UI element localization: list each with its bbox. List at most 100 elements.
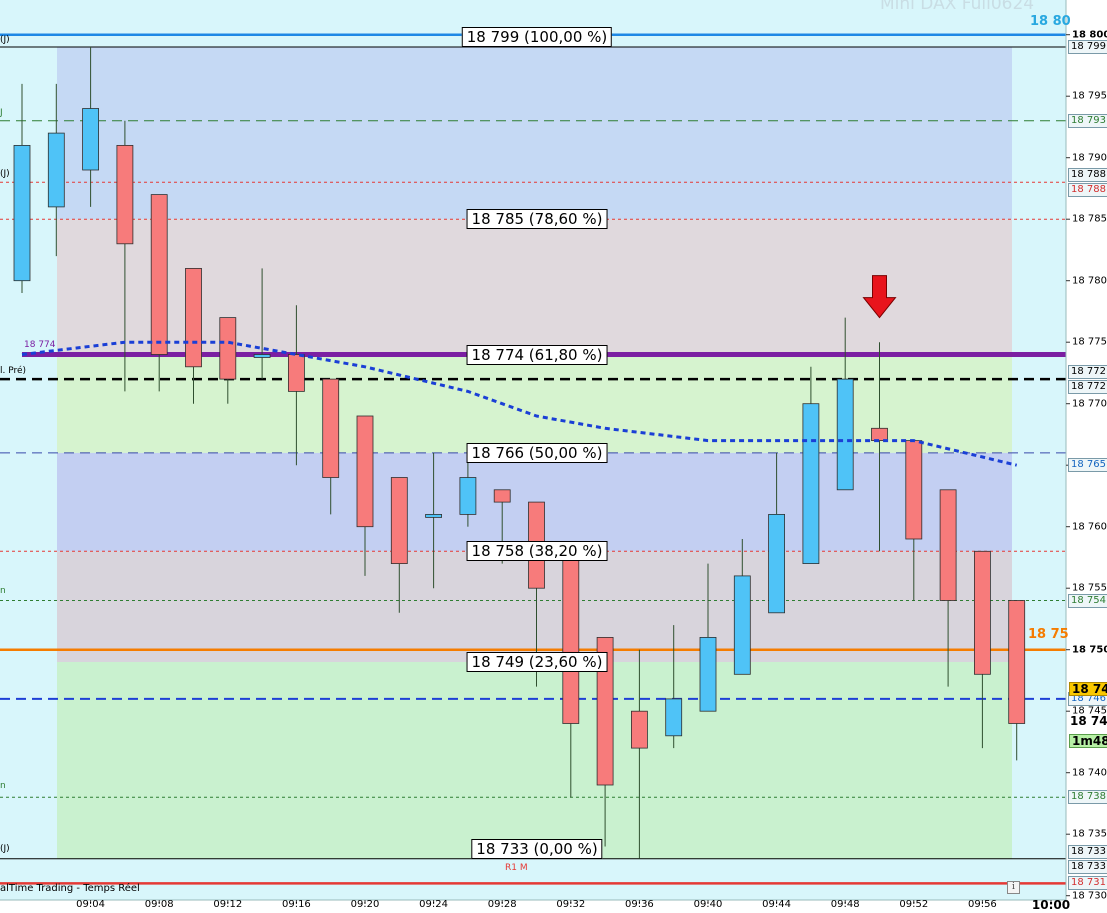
price-tick-label: 18 740 — [1072, 767, 1107, 779]
price-tick-label: 18 755 — [1072, 582, 1107, 594]
candle-body — [871, 427, 888, 441]
fib-level-label[interactable]: 18 799 (100,00 %) — [461, 27, 613, 47]
last-price-label: 18 744 — [1070, 714, 1107, 728]
price-tick-label: 18 795 — [1072, 90, 1107, 102]
candle-body — [219, 317, 237, 380]
info-icon[interactable]: i — [1007, 881, 1020, 894]
time-tick-label: 09:12 — [213, 899, 243, 910]
price-level-badge: 18 793 — [1068, 113, 1107, 128]
price-level-badge: 18 733 — [1068, 844, 1107, 859]
candle — [562, 550, 580, 798]
time-tick-label: 10:00 — [1031, 898, 1071, 912]
candle — [802, 366, 820, 565]
candle-body — [150, 194, 168, 355]
time-tick-label: 09:52 — [899, 899, 929, 910]
fib-zone — [57, 219, 1012, 355]
candle — [733, 539, 751, 675]
candle-body — [493, 489, 511, 503]
time-tick-label: 09:16 — [281, 899, 311, 910]
candle-body — [596, 637, 614, 786]
fib-level-label[interactable]: 18 766 (50,00 %) — [466, 442, 608, 463]
purple-level-label: 18 774 — [24, 340, 56, 350]
orange-level-price-label: 18 75 — [1028, 627, 1069, 642]
current-price-badge: 18 746 — [1069, 682, 1107, 696]
candle-body — [562, 550, 580, 724]
candle-body — [47, 132, 65, 208]
candle-body — [82, 108, 99, 171]
candle-body — [939, 489, 957, 601]
candle — [768, 452, 785, 614]
left-edge-label: J — [0, 108, 3, 118]
time-tick-label: 09:28 — [487, 899, 517, 910]
candle-body — [905, 440, 923, 540]
candle-body — [287, 354, 305, 392]
price-tick-label: 18 760 — [1072, 521, 1107, 533]
time-tick-label: 09:40 — [693, 899, 723, 910]
candle-body — [733, 575, 751, 675]
time-tick-label: 09:08 — [144, 899, 174, 910]
price-level-badge: 18 733 — [1068, 859, 1107, 874]
price-level-badge: 18 788 — [1068, 183, 1107, 198]
price-tick-label: 18 780 — [1072, 275, 1107, 287]
price-level-badge: 18 754 — [1068, 593, 1107, 608]
fib-level-label[interactable]: 18 785 (78,60 %) — [466, 209, 608, 230]
candle — [219, 317, 237, 404]
candle — [459, 452, 477, 527]
candle — [939, 489, 957, 687]
fib-zone — [57, 47, 1012, 220]
candle — [390, 477, 408, 613]
platform-label: alTime Trading - Temps Réel — [0, 883, 140, 894]
left-edge-label: n — [0, 781, 6, 791]
fib-level-label[interactable]: 18 749 (23,60 %) — [466, 652, 608, 672]
price-axis-area — [1067, 0, 1107, 913]
candle — [356, 415, 374, 576]
candle — [596, 637, 614, 847]
price-level-badge: 18 799 — [1068, 40, 1107, 54]
candle — [82, 47, 99, 207]
candle — [699, 563, 717, 712]
time-tick-label: 09:24 — [419, 899, 449, 910]
candle — [631, 649, 648, 859]
fib-level-label[interactable]: 18 733 (0,00 %) — [471, 838, 603, 859]
top-right-price-label: 18 80 — [1030, 14, 1071, 29]
fib-level-label[interactable]: 18 774 (61,80 %) — [466, 344, 608, 365]
candle-body — [1008, 600, 1026, 724]
fib-zone — [57, 354, 1012, 453]
candle-body — [631, 710, 648, 749]
fib-level-label[interactable]: 18 758 (38,20 %) — [466, 541, 608, 562]
candle — [150, 194, 168, 392]
candle — [974, 550, 991, 749]
candle-body — [665, 698, 683, 737]
moving-average-line — [21, 340, 1018, 467]
candle — [665, 625, 683, 749]
candle — [253, 268, 271, 380]
previous-close-label: l. Pré) — [0, 366, 27, 376]
candle — [287, 305, 305, 466]
time-tick-label: 09:04 — [76, 899, 106, 910]
price-level-badge: 18 738 — [1068, 790, 1107, 805]
candle — [322, 378, 340, 515]
candle-body — [356, 415, 374, 528]
fib-zone — [57, 662, 1012, 859]
price-tick-label: 18 750 — [1072, 644, 1107, 656]
left-edge-label: n — [0, 586, 6, 596]
left-edge-label: (J) — [0, 169, 10, 179]
price-tick-label: 18 745 — [1072, 705, 1107, 717]
candle — [425, 452, 443, 589]
time-tick-label: 09:44 — [762, 899, 792, 910]
time-axis-area — [0, 900, 1107, 913]
price-tick-label: 18 790 — [1072, 152, 1107, 164]
time-tick-label: 09:32 — [556, 899, 586, 910]
price-level-badge: 18 731 — [1068, 876, 1107, 891]
candle-body — [185, 267, 202, 368]
price-tick-label: 18 770 — [1072, 398, 1107, 410]
left-edge-label: (J) — [0, 35, 10, 45]
price-level-badge: 18 772 — [1068, 380, 1107, 395]
price-tick-label: 18 775 — [1072, 336, 1107, 348]
candle — [185, 267, 202, 404]
candle-body — [253, 354, 271, 358]
candle — [836, 317, 854, 491]
left-edge-label: (J) — [0, 844, 10, 854]
price-level-badge: 18 788 — [1068, 168, 1107, 183]
